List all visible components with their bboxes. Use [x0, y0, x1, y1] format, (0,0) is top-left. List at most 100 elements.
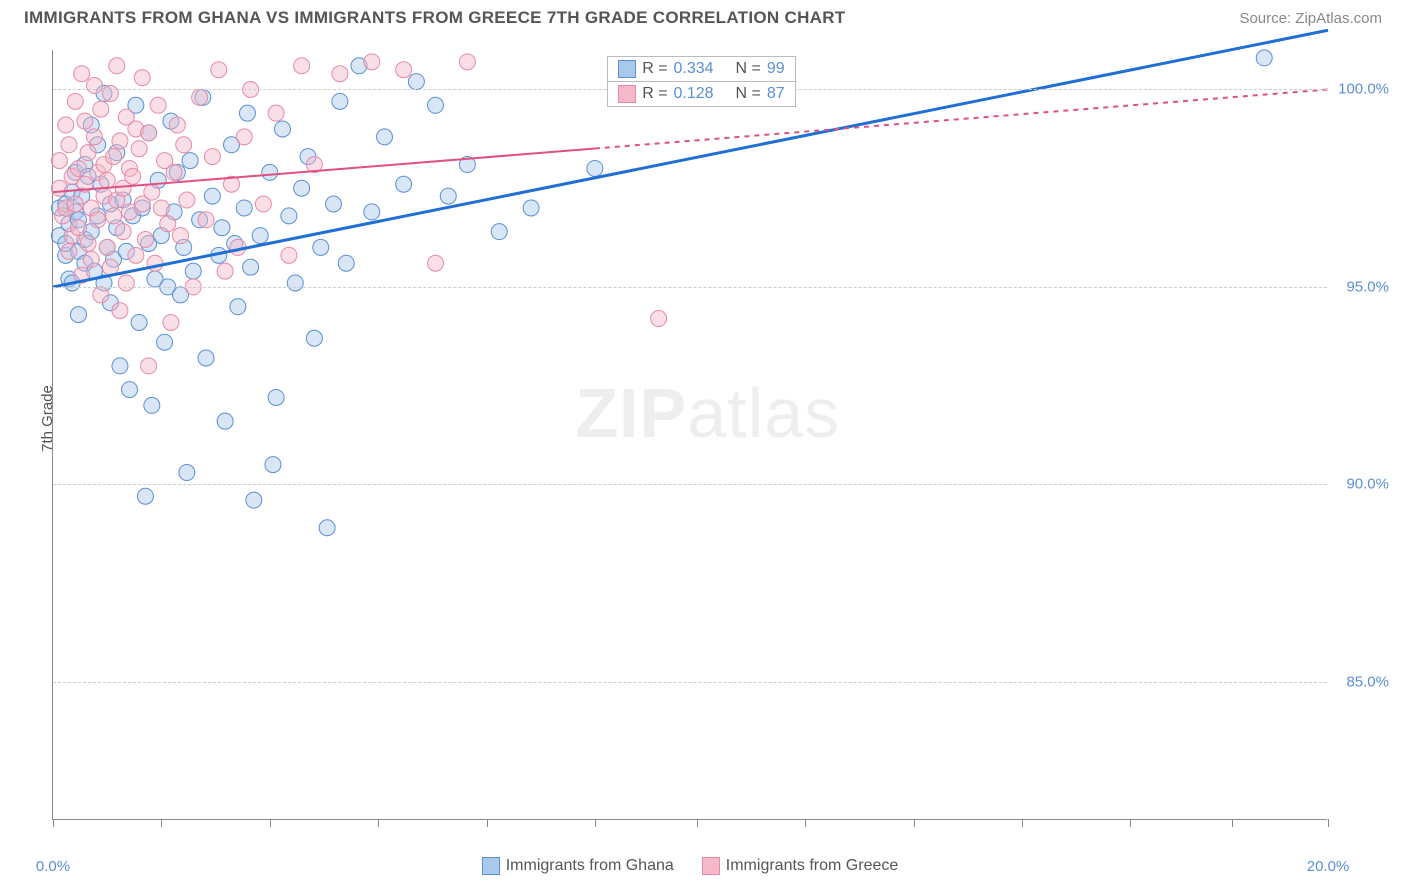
data-point [125, 168, 141, 184]
x-tick [53, 819, 54, 827]
series-swatch [618, 60, 636, 78]
data-point [252, 228, 268, 244]
data-point [166, 164, 182, 180]
data-point [217, 263, 233, 279]
data-point [523, 200, 539, 216]
data-point [176, 137, 192, 153]
data-point [262, 164, 278, 180]
data-point [93, 101, 109, 117]
gridline-h [53, 484, 1327, 485]
data-point [338, 255, 354, 271]
data-point [182, 153, 198, 169]
data-point [236, 129, 252, 145]
data-point [109, 58, 125, 74]
data-point [106, 208, 122, 224]
data-point [58, 117, 74, 133]
legend-label: Immigrants from Greece [726, 857, 898, 875]
data-point [287, 275, 303, 291]
data-point [179, 465, 195, 481]
stats-row: R = 0.128 N = 87 [608, 82, 794, 106]
data-point [408, 74, 424, 90]
data-point [281, 247, 297, 263]
data-point [313, 239, 329, 255]
data-point [204, 149, 220, 165]
data-point [80, 235, 96, 251]
data-point [294, 180, 310, 196]
data-point [396, 176, 412, 192]
data-point [204, 188, 220, 204]
x-tick [270, 819, 271, 827]
x-tick [1232, 819, 1233, 827]
stats-row: R =0.334N =99 [608, 57, 794, 82]
data-point [61, 243, 77, 259]
data-point [275, 121, 291, 137]
y-tick-label: 100.0% [1338, 81, 1389, 98]
data-point [236, 200, 252, 216]
data-point [332, 66, 348, 82]
data-point [137, 232, 153, 248]
data-point [141, 125, 157, 141]
data-point [90, 212, 106, 228]
stat-n-label: N = [736, 60, 761, 78]
data-point [153, 200, 169, 216]
stat-r-value: 0.128 [674, 85, 730, 103]
data-point [51, 153, 67, 169]
data-point [61, 137, 77, 153]
x-tick [805, 819, 806, 827]
data-point [428, 97, 444, 113]
data-point [440, 188, 456, 204]
data-point [112, 133, 128, 149]
x-tick [161, 819, 162, 827]
data-point [160, 216, 176, 232]
x-tick [595, 819, 596, 827]
data-point [86, 129, 102, 145]
stat-r-label: R = [642, 85, 667, 103]
gridline-h [53, 682, 1327, 683]
chart-title: IMMIGRANTS FROM GHANA VS IMMIGRANTS FROM… [24, 8, 845, 28]
data-point [112, 358, 128, 374]
stat-r-value: 0.334 [674, 60, 730, 78]
data-point [265, 457, 281, 473]
data-point [157, 334, 173, 350]
data-point [326, 196, 342, 212]
stat-n-value: 99 [767, 60, 785, 78]
y-tick-label: 85.0% [1346, 673, 1389, 690]
legend-item: Immigrants from Greece [702, 857, 898, 875]
data-point [71, 220, 87, 236]
x-tick-label: 20.0% [1307, 858, 1350, 875]
legend-item: Immigrants from Ghana [482, 857, 674, 875]
data-point [115, 224, 131, 240]
data-point [51, 180, 67, 196]
y-tick-label: 95.0% [1346, 278, 1389, 295]
data-point [268, 389, 284, 405]
data-point [131, 314, 147, 330]
data-point [319, 520, 335, 536]
data-point [491, 224, 507, 240]
chart-header: IMMIGRANTS FROM GHANA VS IMMIGRANTS FROM… [0, 0, 1406, 32]
data-point [192, 89, 208, 105]
x-tick [1022, 819, 1023, 827]
data-point [268, 105, 284, 121]
x-tick [697, 819, 698, 827]
data-point [169, 117, 185, 133]
bottom-legend: Immigrants from Ghana Immigrants from Gre… [53, 857, 1327, 875]
data-point [71, 307, 87, 323]
data-point [131, 141, 147, 157]
data-point [243, 259, 259, 275]
stat-n-value: 87 [767, 85, 785, 103]
data-point [137, 488, 153, 504]
data-point [239, 105, 255, 121]
legend-swatch [702, 857, 720, 875]
data-point [67, 196, 83, 212]
stats-box: R = 0.334 N = 99 R = 0.128 N = 87 [607, 56, 795, 107]
scatter-svg [53, 50, 1327, 819]
data-point [281, 208, 297, 224]
data-point [102, 85, 118, 101]
data-point [99, 239, 115, 255]
data-point [67, 93, 83, 109]
data-point [112, 303, 128, 319]
data-point [255, 196, 271, 212]
stat-n-label: N = [736, 85, 761, 103]
data-point [396, 62, 412, 78]
x-tick [378, 819, 379, 827]
